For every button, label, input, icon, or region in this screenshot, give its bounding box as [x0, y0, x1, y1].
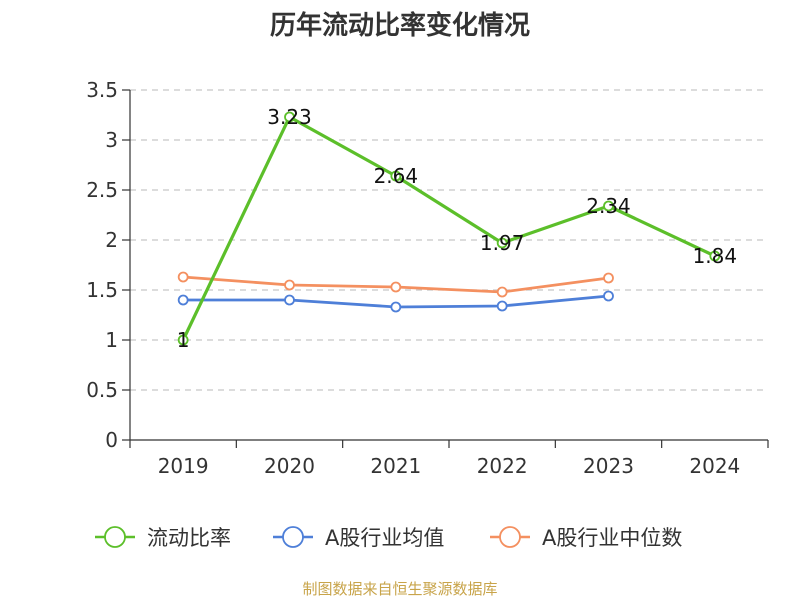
data-point: [177, 334, 189, 346]
data-point: [603, 200, 614, 212]
legend-item[interactable]: 流动比率: [95, 526, 231, 550]
series-lines: [181, 115, 716, 341]
y-tick-label: 3.5: [86, 78, 118, 102]
data-point: [709, 250, 721, 262]
legend-label: 流动比率: [147, 526, 231, 550]
y-tick-label: 2.5: [86, 178, 118, 202]
data-point: [284, 111, 295, 123]
data-point: [603, 290, 614, 302]
chart-title: 历年流动比率变化情况: [270, 10, 530, 41]
data-point: [496, 286, 508, 298]
data-point: [390, 281, 402, 293]
axes: 0 0.5 1 1.5 2 2.5 3 3.5 2019 2020 2021 2022 2023 2024: [86, 78, 769, 478]
series-line: [181, 115, 716, 341]
data-point: [603, 272, 614, 284]
x-tick-label: 2019: [158, 454, 209, 478]
x-tick-label: 2024: [689, 454, 740, 478]
y-tick-label: 1.5: [86, 278, 118, 302]
data-point: [390, 170, 402, 182]
data-point: [390, 301, 402, 313]
grid-lines: [130, 89, 768, 391]
data-label: 1.97: [480, 231, 525, 255]
x-tick-label: 2020: [264, 454, 315, 478]
y-tick-label: 1: [105, 328, 118, 352]
source-note: 制图数据来自恒生聚源数据库: [302, 580, 497, 598]
legend-marker-icon: [282, 526, 304, 548]
data-labels: 1 3.23 2.64 1.97 2.34 1.84: [177, 105, 737, 352]
data-point: [177, 294, 189, 306]
x-tick-label: 2023: [583, 454, 634, 478]
data-point: [177, 271, 189, 283]
data-label: 3.23: [267, 105, 312, 129]
legend-item[interactable]: A股行业中位数: [490, 526, 682, 550]
x-tick-label: 2022: [477, 454, 528, 478]
legend-marker-icon: [499, 526, 521, 548]
legend-item[interactable]: A股行业均值: [273, 526, 444, 550]
data-label: 1.84: [693, 244, 738, 268]
data-point: [496, 300, 508, 312]
y-tick-label: 2: [105, 228, 118, 252]
data-point: [496, 237, 508, 249]
legend-marker-icon: [104, 526, 126, 548]
legend-label: A股行业中位数: [542, 526, 682, 550]
legend[interactable]: 流动比率 A股行业均值 A股行业中位数: [95, 526, 682, 550]
y-tick-label: 3: [105, 128, 118, 152]
data-label: 1: [177, 328, 190, 352]
data-point: [284, 294, 295, 306]
legend-label: A股行业均值: [325, 526, 444, 550]
data-label: 2.34: [586, 194, 631, 218]
series-points: [177, 111, 721, 346]
data-label: 2.64: [374, 164, 419, 188]
y-tick-label: 0: [105, 428, 118, 452]
data-point: [284, 279, 295, 291]
y-tick-label: 0.5: [86, 378, 118, 402]
x-tick-label: 2021: [370, 454, 421, 478]
